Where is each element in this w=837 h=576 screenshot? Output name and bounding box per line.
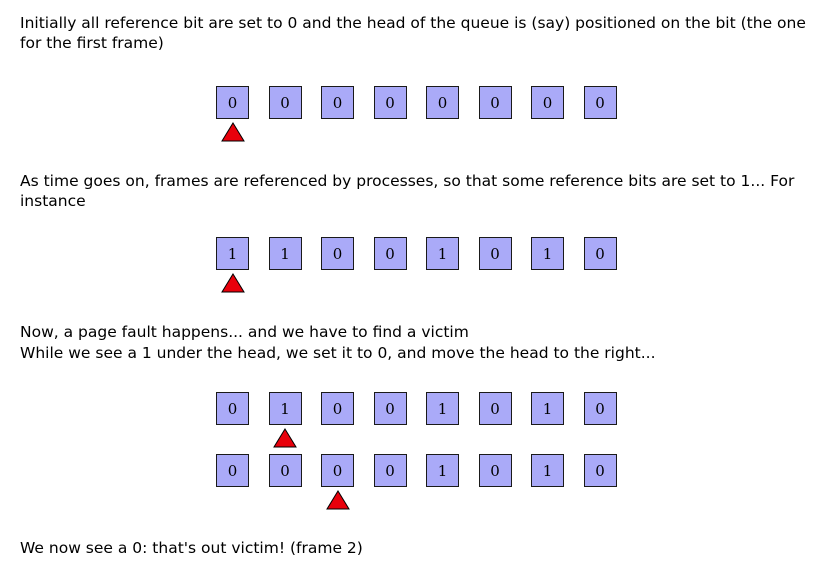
clock-step-text: While we see a 1 under the head, we set … <box>20 344 656 362</box>
reference-bit: 0 <box>321 86 354 119</box>
reference-bit: 1 <box>426 237 459 270</box>
head-pointer-icon <box>220 122 245 142</box>
page-fault-text: Now, a page fault happens... and we have… <box>20 323 469 341</box>
head-pointer-shape <box>325 490 350 510</box>
head-pointer-icon <box>273 428 297 448</box>
reference-bit: 0 <box>531 86 564 119</box>
reference-bit: 1 <box>426 454 459 487</box>
reference-bit: 0 <box>478 86 512 119</box>
reference-bit: 0 <box>321 237 354 270</box>
reference-bit: 0 <box>583 237 617 270</box>
reference-bit: 0 <box>373 86 407 119</box>
reference-bit: 0 <box>478 392 512 425</box>
victim-text: We now see a 0: that's out victim! (fram… <box>20 539 363 557</box>
referenced-text: As time goes on, frames are referenced b… <box>20 172 795 210</box>
reference-bit: 0 <box>216 454 249 487</box>
reference-bit: 1 <box>268 237 302 270</box>
reference-bit: 0 <box>426 86 459 119</box>
head-pointer-icon <box>325 490 350 510</box>
reference-bit: 0 <box>583 392 617 425</box>
reference-bit: 1 <box>531 454 564 487</box>
head-pointer-shape <box>273 428 297 448</box>
intro-text: Initially all reference bit are set to 0… <box>20 14 806 52</box>
head-pointer-shape <box>220 273 245 293</box>
reference-bit: 1 <box>531 392 564 425</box>
reference-bit: 0 <box>373 237 407 270</box>
reference-bit: 1 <box>216 237 249 270</box>
reference-bit: 0 <box>478 237 512 270</box>
reference-bit: 0 <box>373 454 407 487</box>
reference-bit: 0 <box>216 86 249 119</box>
reference-bit: 0 <box>583 86 617 119</box>
reference-bit: 1 <box>426 392 459 425</box>
head-pointer-icon <box>220 273 245 293</box>
reference-bit: 0 <box>321 392 354 425</box>
reference-bit: 0 <box>373 392 407 425</box>
head-pointer-shape <box>220 122 245 142</box>
reference-bit: 0 <box>321 454 354 487</box>
reference-bit: 1 <box>531 237 564 270</box>
reference-bit: 1 <box>268 392 302 425</box>
reference-bit: 0 <box>216 392 249 425</box>
reference-bit: 0 <box>268 86 302 119</box>
reference-bit: 0 <box>478 454 512 487</box>
reference-bit: 0 <box>268 454 302 487</box>
reference-bit: 0 <box>583 454 617 487</box>
